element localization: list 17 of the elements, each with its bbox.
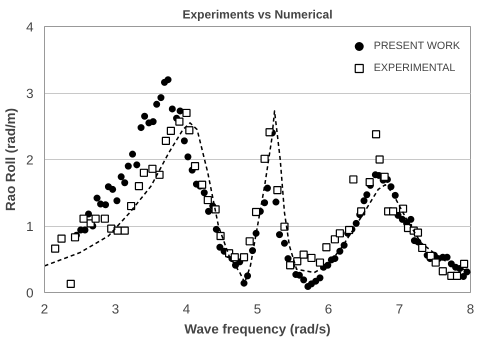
x-tick-label: 3 [112,302,120,316]
y-tick-label: 3 [26,86,34,101]
y-tick-label: 4 [26,20,34,34]
chart-title: Experiments vs Numerical [182,8,333,22]
x-tick-label: 7 [396,302,404,316]
legend-label: EXPERIMENTAL [374,62,456,74]
y-axis-title: Rao Roll (rad/m) [3,108,18,211]
legend-label: PRESENT WORK [374,40,460,52]
x-tick-label: 4 [182,302,191,316]
x-tick-label: 2 [40,302,48,316]
x-tick-label: 6 [324,302,332,316]
x-tick-label: 8 [466,302,474,316]
y-tick-label: 1 [26,219,34,234]
x-tick-label: 5 [254,302,262,316]
y-tick-label: 0 [26,286,34,300]
x-axis-title: Wave frequency (rad/s) [184,322,331,336]
y-tick-label: 2 [26,152,34,168]
